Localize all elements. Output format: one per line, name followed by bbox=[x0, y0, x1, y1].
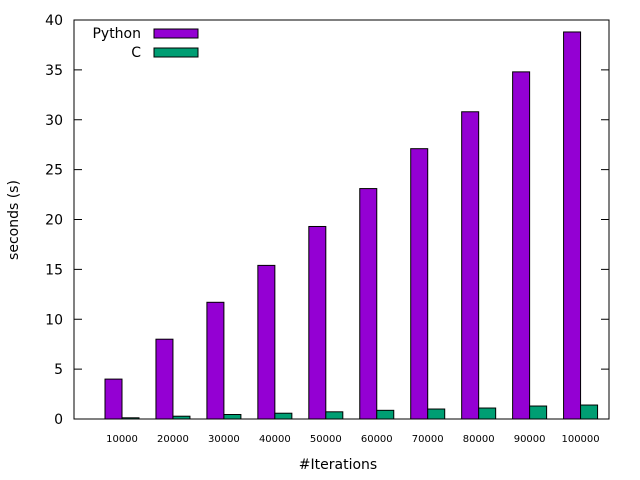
legend-label: C bbox=[131, 45, 141, 61]
x-tick-label: 100000 bbox=[561, 434, 599, 445]
bar-c bbox=[529, 405, 548, 420]
bar-c bbox=[121, 417, 140, 420]
y-tick-label: 30 bbox=[45, 113, 63, 129]
bar-c bbox=[223, 414, 242, 420]
legend: Python C bbox=[92, 26, 199, 61]
x-tick-label: 30000 bbox=[208, 434, 240, 445]
y-tick-label: 0 bbox=[54, 412, 63, 428]
bar-c bbox=[478, 407, 497, 420]
x-tick-label: 80000 bbox=[463, 434, 495, 445]
y-axis: 0 5 10 15 20 25 30 35 40 bbox=[45, 13, 609, 428]
x-tick-label: 20000 bbox=[157, 434, 189, 445]
bar-c bbox=[325, 411, 344, 420]
y-tick-label: 10 bbox=[45, 312, 63, 328]
y-axis-title: seconds (s) bbox=[6, 180, 22, 260]
bar-python bbox=[563, 31, 582, 420]
bar-python bbox=[206, 301, 225, 420]
y-tick-label: 40 bbox=[45, 13, 63, 29]
bar-python bbox=[461, 111, 480, 420]
legend-label: Python bbox=[92, 26, 141, 42]
bar-python bbox=[308, 225, 327, 420]
bar-python bbox=[104, 378, 123, 420]
x-axis: 10000 20000 30000 40000 50000 60000 70000 80000… bbox=[106, 434, 600, 445]
y-tick-label: 5 bbox=[54, 362, 63, 378]
bar-c bbox=[427, 408, 446, 420]
y-tick-label: 20 bbox=[45, 213, 63, 229]
x-tick-label: 10000 bbox=[106, 434, 138, 445]
bar-c bbox=[580, 404, 599, 420]
bar-python bbox=[410, 148, 429, 420]
bar-python bbox=[359, 188, 378, 420]
bar-c bbox=[172, 415, 191, 420]
bars bbox=[104, 31, 599, 420]
y-tick-label: 25 bbox=[45, 163, 63, 179]
bar-python bbox=[257, 264, 276, 420]
x-axis-title: #Iterations bbox=[299, 457, 377, 473]
x-tick-label: 60000 bbox=[361, 434, 393, 445]
legend-swatch bbox=[153, 47, 199, 58]
bar-python bbox=[512, 71, 531, 420]
y-tick-label: 35 bbox=[45, 63, 63, 79]
legend-swatch bbox=[153, 28, 199, 39]
bar-c bbox=[274, 412, 293, 420]
y-tick-label: 15 bbox=[45, 262, 63, 278]
x-tick-label: 70000 bbox=[412, 434, 444, 445]
bar-c bbox=[376, 409, 395, 420]
x-tick-label: 40000 bbox=[259, 434, 291, 445]
x-tick-label: 90000 bbox=[514, 434, 546, 445]
x-tick-label: 50000 bbox=[310, 434, 342, 445]
bar-python bbox=[155, 338, 174, 420]
